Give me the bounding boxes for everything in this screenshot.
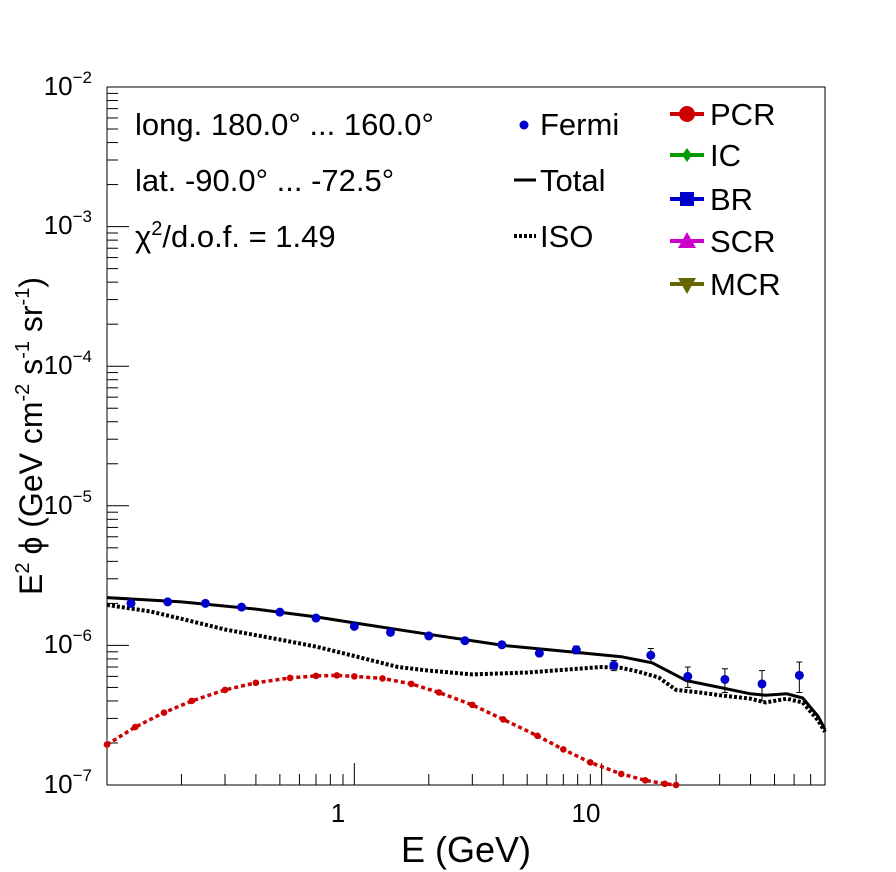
y-axis-title: E2ϕ (GeV cm-2 s-1 sr-1) xyxy=(12,277,49,595)
pcr-point xyxy=(661,780,669,788)
chi2-annotation: χ2/d.o.f. = 1.49 xyxy=(135,218,336,254)
legend-total-label: Total xyxy=(540,163,605,198)
y-tick-label: 10−5 xyxy=(44,487,92,520)
legend-left: Fermi Total ISO xyxy=(514,107,619,254)
pcr-point xyxy=(435,689,443,696)
axis-ticks xyxy=(106,86,826,786)
legend-fermi-label: Fermi xyxy=(540,107,619,142)
pcr-point xyxy=(286,674,294,682)
legend-mcr-marker xyxy=(678,278,696,294)
legend-pcr-label: PCR xyxy=(710,97,775,132)
pcr-point xyxy=(221,686,229,694)
pcr-point xyxy=(469,701,476,709)
pcr-point xyxy=(617,770,625,778)
pcr-point xyxy=(560,746,567,753)
y-tick-label: 10−4 xyxy=(44,347,92,380)
fermi-point xyxy=(349,621,359,631)
data-layer xyxy=(103,596,827,789)
total-curve xyxy=(106,596,827,731)
fermi-point xyxy=(571,645,581,655)
pcr-curve xyxy=(106,673,677,787)
fermi-point xyxy=(237,602,247,612)
legend-right: PCR IC BR SCR MCR xyxy=(670,97,781,302)
fermi-point xyxy=(385,627,395,637)
legend-ic-label: IC xyxy=(710,138,741,173)
plot-frame xyxy=(106,86,826,786)
fermi-point xyxy=(126,598,136,608)
pcr-point xyxy=(672,781,680,789)
pcr-point xyxy=(408,680,415,688)
legend-br-label: BR xyxy=(710,182,753,217)
pcr-point xyxy=(131,723,139,731)
y-tick-label: 10−7 xyxy=(44,766,92,799)
fermi-point xyxy=(275,607,285,617)
pcr-point xyxy=(641,777,649,784)
legend-ic-marker xyxy=(682,148,692,162)
fermi-point xyxy=(720,674,730,684)
legend-scr-label: SCR xyxy=(710,224,775,259)
pcr-point xyxy=(160,709,168,716)
pcr-point xyxy=(534,732,541,740)
longitude-annotation: long. 180.0° ... 160.0° xyxy=(135,107,434,142)
fermi-point xyxy=(311,613,321,623)
fermi-point xyxy=(609,660,619,670)
latitude-annotation: lat. -90.0° ... -72.5° xyxy=(135,163,394,198)
y-tick-label: 10−2 xyxy=(44,68,92,101)
pcr-point xyxy=(252,679,260,687)
pcr-point xyxy=(379,675,386,682)
x-tick-label: 1 xyxy=(331,798,345,828)
fermi-point xyxy=(646,650,656,660)
pcr-point xyxy=(103,741,111,748)
fermi-point xyxy=(200,598,210,608)
fermi-point xyxy=(424,631,434,641)
pcr-point xyxy=(333,672,341,679)
fermi-point xyxy=(497,640,507,650)
pcr-point xyxy=(312,672,320,680)
legend-scr-marker xyxy=(678,232,696,248)
x-tick-label: 10 xyxy=(572,798,601,828)
legend-br-marker xyxy=(680,192,694,206)
iso-curve xyxy=(106,602,827,733)
legend-iso-label: ISO xyxy=(540,219,593,254)
pcr-point xyxy=(188,697,195,705)
y-tick-label: 10−6 xyxy=(44,626,92,659)
legend-fermi-marker xyxy=(519,120,529,130)
pcr-point xyxy=(587,759,594,766)
legend-pcr-marker xyxy=(679,106,695,122)
fermi-point xyxy=(460,636,470,646)
fermi-point xyxy=(794,670,804,680)
fermi-point xyxy=(534,648,544,658)
y-tick-label: 10−3 xyxy=(44,207,92,240)
legend-mcr-label: MCR xyxy=(710,267,781,302)
y-tick-labels: 10−7 10−6 10−5 10−4 10−3 10−2 xyxy=(44,68,92,799)
pcr-point xyxy=(499,716,507,723)
fermi-point xyxy=(163,597,173,607)
pcr-point xyxy=(351,673,358,680)
fermi-point xyxy=(757,679,767,689)
x-axis-title: E (GeV) xyxy=(401,829,531,870)
fermi-point xyxy=(683,671,693,681)
